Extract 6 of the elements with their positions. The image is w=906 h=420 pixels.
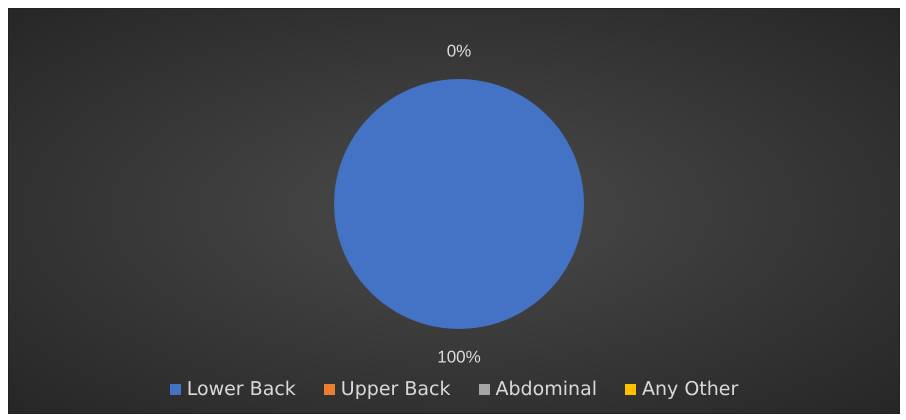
legend-label: Upper Back <box>340 378 450 400</box>
data-label: 100% <box>437 348 481 366</box>
legend-label: Any Other <box>642 378 738 400</box>
legend-label: Abdominal <box>496 378 597 400</box>
legend-label: Lower Back <box>186 378 296 400</box>
text: 0% <box>446 42 472 60</box>
